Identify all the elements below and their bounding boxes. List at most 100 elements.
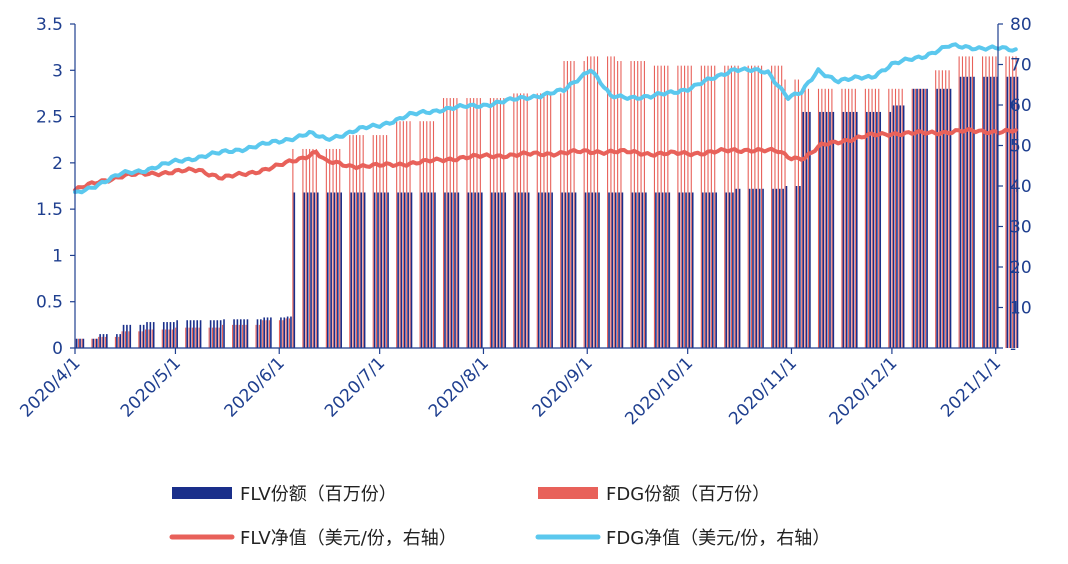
fdg-share-bar <box>938 70 940 348</box>
flv-share-bar <box>983 76 985 349</box>
flv-share-bar <box>501 192 503 348</box>
flv-share-bar <box>149 322 152 348</box>
flv-share-bar <box>363 192 366 348</box>
fdg-share-bar <box>968 56 970 349</box>
x-tick-label: 2020/12/1 <box>826 353 902 429</box>
fdg-share-bar <box>114 336 116 348</box>
fdg-share-bar <box>540 93 542 349</box>
fdg-share-bar <box>215 327 217 348</box>
fdg-share-bar <box>268 320 270 348</box>
flv-share-bar <box>922 88 925 349</box>
legend-label: FDG份额（百万份） <box>606 484 770 505</box>
flv-share-bar <box>193 320 195 348</box>
flv-share-bar <box>902 105 905 349</box>
flv-share-bar <box>738 188 741 348</box>
legend-swatch <box>538 487 598 499</box>
fdg-share-bar <box>868 88 870 349</box>
flv-share-bar <box>879 111 882 348</box>
flv-share-bar <box>280 317 282 348</box>
fdg-share-bar <box>372 135 374 348</box>
fdg-share-bar <box>657 65 659 348</box>
fdg-share-bar <box>700 65 702 348</box>
fdg-share-bar <box>653 65 655 348</box>
flv-share-bar <box>785 186 788 348</box>
flv-share-bar <box>213 320 215 348</box>
fdg-nav-line <box>73 42 1018 195</box>
fdg-share-bar <box>175 327 177 348</box>
fdg-share-bar <box>807 88 810 349</box>
fdg-share-bar <box>992 56 994 349</box>
fdg-share-bar <box>526 93 528 349</box>
fdg-share-bar <box>262 320 264 348</box>
flv-share-bar <box>243 319 245 348</box>
fdg-share-bar <box>687 65 689 348</box>
fdg-share-bar <box>145 329 147 348</box>
flv-share-bar <box>494 192 496 348</box>
fdg-share-bar <box>570 61 572 348</box>
fdg-share-bar <box>285 318 287 348</box>
flv-share-bar <box>845 111 848 348</box>
fdg-share-bar <box>757 65 759 348</box>
fdg-share-bar <box>222 324 224 348</box>
flv-share-bar <box>735 188 738 348</box>
flv-share-bar <box>762 188 764 348</box>
flv-share-bar <box>829 111 831 348</box>
fdg-share-bar <box>446 98 448 348</box>
fdg-share-bar <box>874 88 876 349</box>
fdg-share-bar <box>888 88 890 349</box>
fdg-share-bar <box>362 135 364 348</box>
flv-share-bar <box>668 192 671 348</box>
fdg-share-bar <box>198 327 200 348</box>
flv-share-bar <box>551 192 553 348</box>
flv-share-bar <box>959 76 962 349</box>
flv-share-bar <box>916 88 918 349</box>
x-tick-label: 2020/8/1 <box>425 353 493 421</box>
fdg-share-bar <box>754 65 756 348</box>
left-tick-label: 0 <box>52 339 63 359</box>
flv-share-bar <box>611 192 614 348</box>
flv-share-bar <box>327 192 329 348</box>
fdg-share-bar <box>821 88 823 349</box>
fdg-share-bar <box>751 65 753 348</box>
left-tick-label: 2 <box>52 154 63 174</box>
fdg-share-bar <box>774 65 776 348</box>
flv-share-bar <box>758 188 761 348</box>
flv-share-bar <box>963 76 965 349</box>
fdg-share-bar <box>563 61 565 348</box>
fdg-share-bar <box>128 331 130 348</box>
flv-share-bar <box>688 192 691 348</box>
fdg-share-bar <box>255 324 257 348</box>
flv-share-bar <box>497 192 500 348</box>
fdg-share-bar <box>710 65 712 348</box>
fdg-share-bar <box>352 135 354 348</box>
fdg-share-bar <box>218 327 220 348</box>
x-tick-label: 2020/10/1 <box>621 353 697 429</box>
flv-share-bar <box>209 320 212 348</box>
flv-share-bar <box>447 192 450 348</box>
fdg-share-bar <box>329 148 331 348</box>
fdg-share-bar <box>637 61 639 348</box>
fdg-share-bar <box>355 135 358 348</box>
fdg-share-bar <box>409 121 411 348</box>
fdg-share-bar <box>583 61 585 348</box>
fdg-share-bar <box>550 93 552 349</box>
flv-share-bar <box>454 192 456 348</box>
flv-share-bar <box>869 111 871 348</box>
fdg-share-bar <box>479 98 481 348</box>
right-tick-label: 30 <box>1010 218 1032 238</box>
fdg-share-bar <box>238 324 240 348</box>
flv-share-bar <box>872 111 875 348</box>
fdg-share-bar <box>359 135 361 348</box>
flv-share-bar <box>912 88 915 349</box>
flv-share-bar <box>397 192 399 348</box>
fdg-share-bar <box>165 329 167 348</box>
fdg-share-bar <box>925 88 927 349</box>
fdg-share-bar <box>560 93 562 349</box>
fdg-share-bar <box>747 65 749 348</box>
flv-share-bar <box>685 192 687 348</box>
flv-share-bar <box>655 192 657 348</box>
fdg-share-bar <box>98 336 100 348</box>
flv-share-bar <box>129 324 132 348</box>
flv-share-bar <box>477 192 480 348</box>
flv-share-bar <box>199 320 202 348</box>
